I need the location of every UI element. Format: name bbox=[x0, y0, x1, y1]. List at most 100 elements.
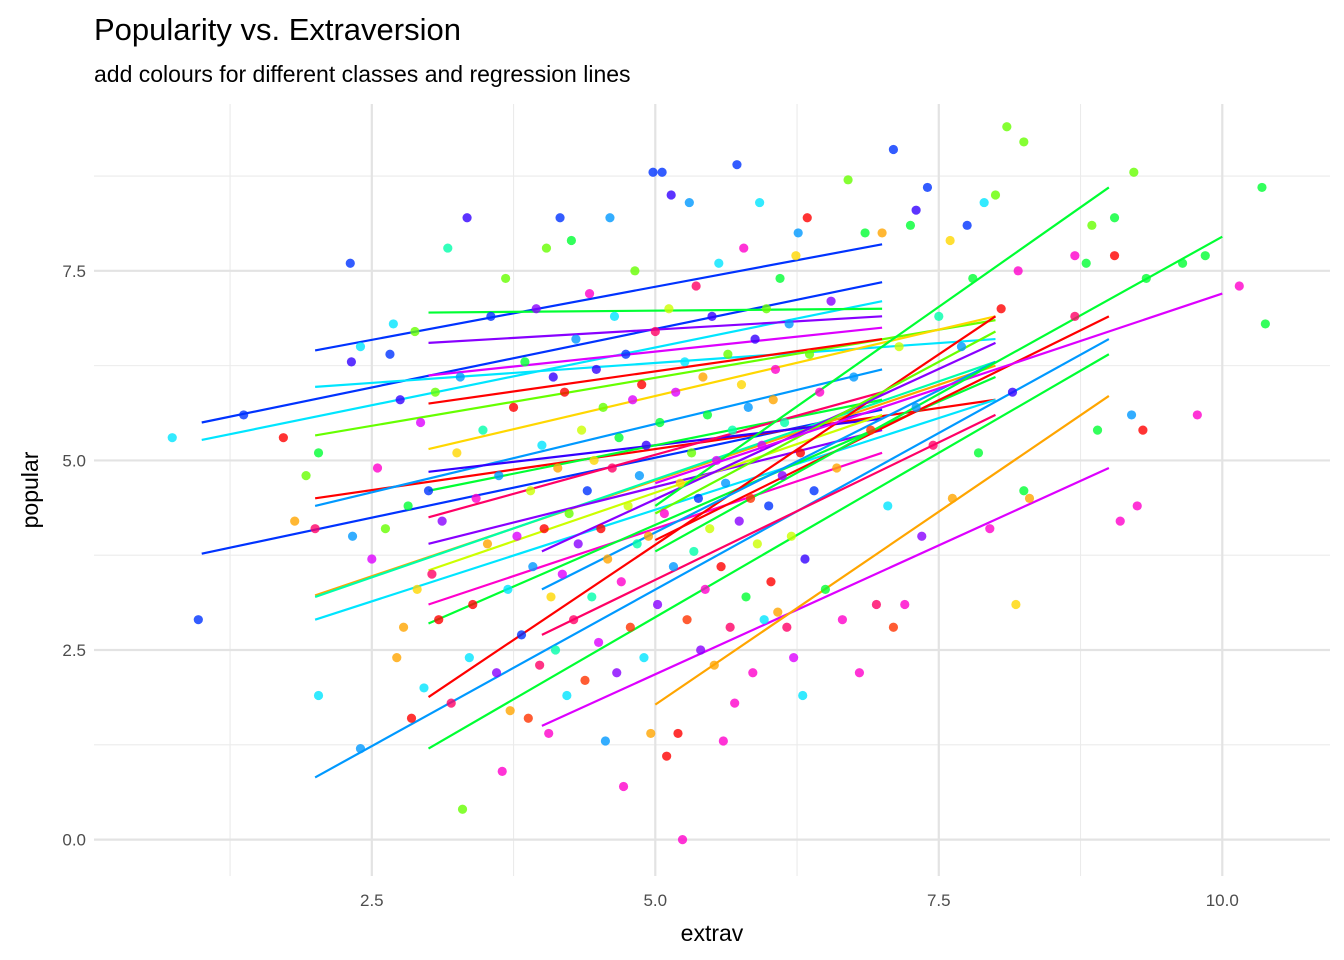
data-point bbox=[415, 417, 426, 428]
regression-line bbox=[428, 315, 996, 451]
data-point bbox=[682, 615, 692, 625]
data-point bbox=[392, 652, 402, 663]
data-point bbox=[607, 463, 617, 473]
data-point bbox=[535, 660, 545, 670]
data-point bbox=[580, 675, 590, 685]
data-point bbox=[866, 425, 876, 435]
data-point bbox=[832, 463, 842, 473]
data-point bbox=[596, 524, 606, 534]
regression-line bbox=[428, 451, 883, 606]
data-point bbox=[732, 160, 742, 170]
data-point bbox=[826, 296, 836, 306]
data-point bbox=[623, 501, 633, 511]
data-point bbox=[990, 190, 1001, 200]
data-point bbox=[1234, 281, 1244, 291]
regression-line bbox=[654, 292, 1223, 485]
data-point bbox=[600, 736, 611, 746]
data-point bbox=[398, 622, 409, 632]
data-point bbox=[648, 167, 658, 177]
data-point bbox=[736, 379, 747, 390]
data-point bbox=[628, 395, 638, 405]
data-point bbox=[709, 660, 719, 670]
data-point bbox=[1141, 273, 1151, 284]
regression-line bbox=[541, 467, 1110, 727]
x-tick-label: 10.0 bbox=[1206, 891, 1239, 910]
data-point bbox=[1115, 516, 1125, 526]
data-point bbox=[705, 524, 715, 534]
data-point bbox=[618, 781, 629, 792]
data-point bbox=[1019, 486, 1029, 496]
data-point bbox=[673, 728, 683, 739]
data-point bbox=[734, 516, 744, 526]
data-point bbox=[355, 342, 366, 352]
data-point bbox=[346, 357, 357, 367]
data-point bbox=[313, 448, 324, 458]
data-point bbox=[716, 561, 726, 572]
data-point bbox=[911, 205, 921, 215]
data-point bbox=[167, 433, 177, 443]
data-point bbox=[934, 311, 944, 321]
data-point bbox=[193, 615, 203, 625]
data-point bbox=[486, 311, 496, 321]
data-point bbox=[621, 349, 631, 359]
data-point bbox=[755, 197, 765, 208]
data-point bbox=[871, 599, 882, 610]
data-point bbox=[1087, 220, 1097, 230]
data-point bbox=[525, 486, 536, 496]
data-point bbox=[757, 440, 767, 450]
data-point bbox=[501, 273, 511, 284]
data-point bbox=[427, 569, 437, 579]
data-point bbox=[985, 524, 995, 534]
data-point bbox=[745, 493, 756, 503]
data-point bbox=[437, 516, 447, 526]
regression-line bbox=[428, 413, 883, 572]
data-point bbox=[388, 319, 398, 329]
data-point bbox=[455, 372, 465, 382]
data-point bbox=[777, 470, 787, 481]
regression-line bbox=[201, 281, 883, 424]
data-point bbox=[662, 751, 672, 761]
data-point bbox=[523, 713, 533, 723]
regression-line bbox=[428, 326, 883, 377]
data-point bbox=[464, 652, 474, 663]
data-point bbox=[539, 524, 549, 534]
data-point bbox=[1024, 493, 1035, 503]
regression-line bbox=[428, 398, 883, 492]
data-point bbox=[786, 531, 796, 541]
data-point bbox=[677, 834, 688, 845]
data-point bbox=[403, 501, 413, 511]
regression-line bbox=[541, 341, 996, 553]
data-point bbox=[443, 243, 453, 253]
y-axis-title: popular bbox=[17, 451, 43, 528]
data-point bbox=[616, 577, 626, 587]
regression-line bbox=[654, 315, 1110, 542]
data-point bbox=[1200, 251, 1210, 261]
data-point bbox=[301, 470, 311, 481]
data-point bbox=[727, 425, 738, 435]
data-point bbox=[1013, 266, 1023, 276]
x-tick-label: 5.0 bbox=[643, 891, 667, 910]
data-point bbox=[689, 546, 699, 557]
data-point bbox=[691, 281, 701, 291]
data-point bbox=[854, 668, 865, 678]
data-point bbox=[423, 486, 434, 496]
regression-line bbox=[654, 395, 1110, 706]
data-point bbox=[385, 349, 395, 359]
data-point bbox=[996, 304, 1006, 314]
data-point bbox=[820, 584, 830, 594]
data-point bbox=[1002, 122, 1012, 132]
data-point bbox=[652, 599, 663, 610]
data-point bbox=[290, 516, 300, 526]
data-point bbox=[766, 577, 776, 587]
data-point bbox=[693, 493, 703, 503]
data-point bbox=[1081, 258, 1091, 268]
data-point bbox=[564, 508, 574, 519]
data-point bbox=[497, 766, 507, 776]
data-point bbox=[632, 539, 642, 549]
data-point bbox=[355, 743, 366, 754]
data-point bbox=[804, 349, 815, 359]
data-point bbox=[555, 213, 565, 223]
data-point bbox=[573, 539, 583, 549]
data-point bbox=[723, 349, 733, 359]
